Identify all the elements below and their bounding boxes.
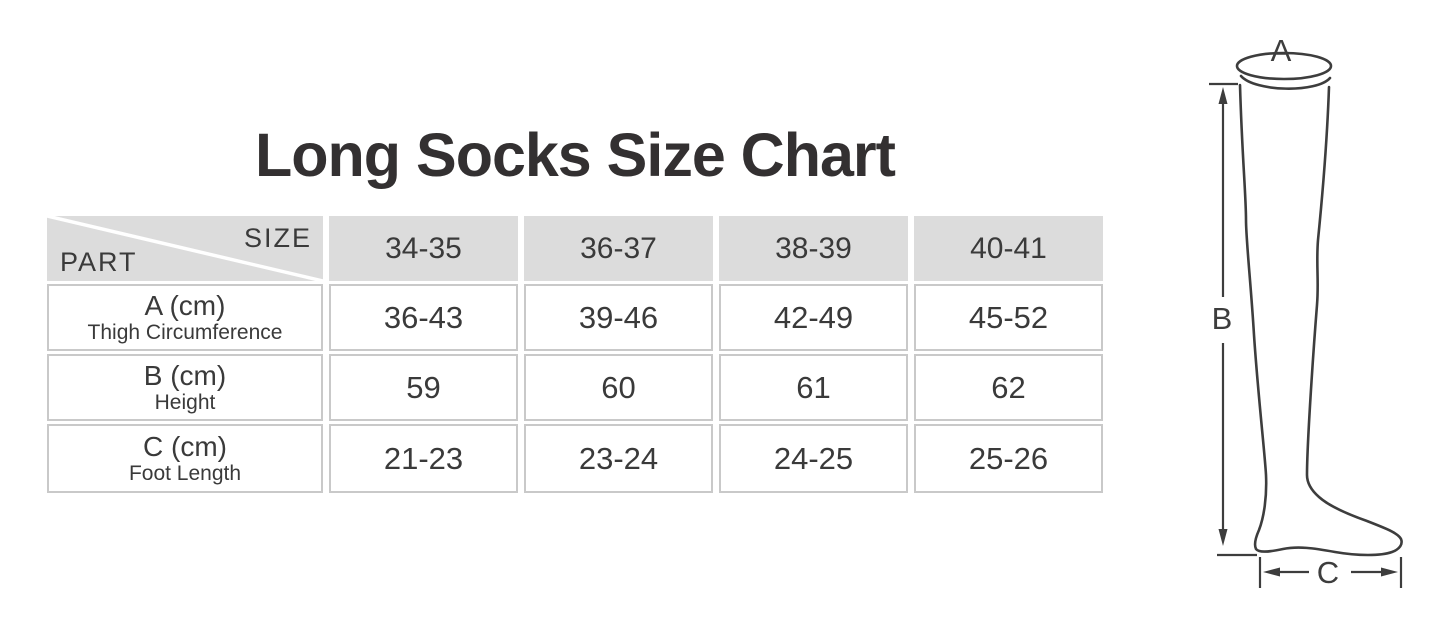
thigh-measure-label: A	[1271, 33, 1292, 68]
row-label-sub: Height	[154, 390, 216, 414]
corner-header-cell: SIZE PART	[47, 216, 323, 281]
size-chart-table: SIZE PART 34-35 36-37 38-39 40-41 A (cm)…	[47, 216, 1103, 493]
row-label-height: B (cm) Height	[47, 354, 323, 421]
table-cell: 36-43	[329, 284, 518, 351]
sock-outline-drawing: A B C	[1209, 33, 1403, 590]
corner-part-label: PART	[60, 247, 138, 277]
height-measure: B	[1209, 82, 1257, 557]
height-measure-label: B	[1212, 301, 1233, 336]
table-cell: 45-52	[914, 284, 1103, 351]
row-label-sub: Thigh Circumference	[87, 320, 283, 344]
table-cell: 25-26	[914, 424, 1103, 493]
table-cell: 23-24	[524, 424, 713, 493]
table-cell: 59	[329, 354, 518, 421]
row-label-main: A (cm)	[144, 289, 226, 321]
table-cell: 42-49	[719, 284, 908, 351]
diagonal-divider	[47, 216, 323, 281]
size-header-38-39: 38-39	[719, 216, 908, 281]
foot-length-measure: C	[1258, 555, 1403, 590]
foot-length-measure-label: C	[1317, 555, 1339, 590]
corner-size-label: SIZE	[243, 223, 312, 253]
sock-cuff-opening	[1235, 51, 1333, 81]
row-label-main: B (cm)	[143, 359, 227, 391]
row-label-thigh-circumference: A (cm) Thigh Circumference	[47, 284, 323, 351]
table-cell: 24-25	[719, 424, 908, 493]
row-label-sub: Foot Length	[128, 461, 242, 485]
sock-measurement-diagram: A B C	[1195, 25, 1445, 640]
size-header-40-41: 40-41	[914, 216, 1103, 281]
sock-leg-outline	[1238, 83, 1403, 557]
size-header-36-37: 36-37	[524, 216, 713, 281]
table-cell: 61	[719, 354, 908, 421]
row-label-foot-length: C (cm) Foot Length	[47, 424, 323, 493]
table-cell: 60	[524, 354, 713, 421]
row-label-main: C (cm)	[143, 430, 227, 462]
page-title: Long Socks Size Chart	[255, 121, 896, 189]
table-cell: 21-23	[329, 424, 518, 493]
sock-cuff-band	[1239, 74, 1332, 90]
size-header-34-35: 34-35	[329, 216, 518, 281]
table-cell: 39-46	[524, 284, 713, 351]
table-cell: 62	[914, 354, 1103, 421]
